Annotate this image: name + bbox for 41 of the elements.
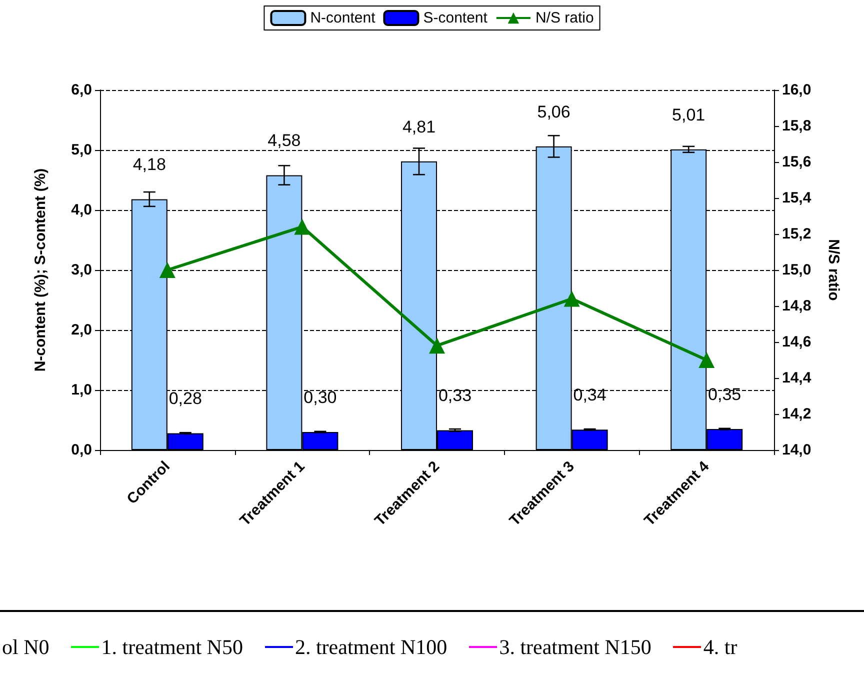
y2-tick-label: 15,4 <box>782 190 812 206</box>
y2-tick-label: 14,2 <box>782 406 812 422</box>
y2-tick-label: 14,6 <box>782 334 812 350</box>
data-label: 0,35 <box>708 385 742 404</box>
y-tick-label: 1,0 <box>71 382 92 398</box>
y2-axis-title: N/S ratio <box>825 239 842 301</box>
y2-tick-label: 14,4 <box>782 370 812 386</box>
data-label: 0,30 <box>304 388 337 407</box>
y2-tick-label: 16,0 <box>782 82 812 98</box>
legend-label: N/S ratio <box>535 10 594 26</box>
y-axis-title: N-content (%); S-content (%) <box>32 168 49 372</box>
y2-tick-label: 15,2 <box>782 226 812 242</box>
y-tick-label: 3,0 <box>71 262 92 278</box>
legend-label: S-content <box>423 10 488 26</box>
point <box>294 218 310 235</box>
point <box>429 338 445 354</box>
legend-label: N-content <box>310 10 376 26</box>
y2-tick-label: 14,8 <box>782 298 812 314</box>
y2-tick-label: 15,0 <box>782 262 812 278</box>
y-tick-label: 0,0 <box>71 442 92 458</box>
data-label: 0,28 <box>168 389 202 408</box>
point <box>698 352 715 368</box>
y2-tick-label: 14,0 <box>782 442 812 458</box>
data-label: 5,01 <box>672 105 706 124</box>
data-label: 5,06 <box>537 102 570 122</box>
text: 4. tr <box>703 634 738 660</box>
data-label: 4,18 <box>132 155 166 174</box>
data-label: 4,81 <box>402 117 436 136</box>
text: ol N0 <box>2 634 50 660</box>
text: 1. treatment N50 <box>101 634 243 660</box>
y-tick-label: 5,0 <box>71 142 92 158</box>
y2-tick-label: 15,6 <box>782 154 812 170</box>
data-label: 4,58 <box>268 131 301 150</box>
point <box>564 290 580 307</box>
y-tick-label: 6,0 <box>71 82 92 98</box>
y-tick-label: 4,0 <box>71 202 92 218</box>
y-tick-label: 2,0 <box>71 322 92 338</box>
y2-tick-label: 15,8 <box>782 118 812 134</box>
text: 3. treatment N150 <box>499 634 652 660</box>
point <box>159 262 176 278</box>
text: 2. treatment N100 <box>294 634 448 660</box>
